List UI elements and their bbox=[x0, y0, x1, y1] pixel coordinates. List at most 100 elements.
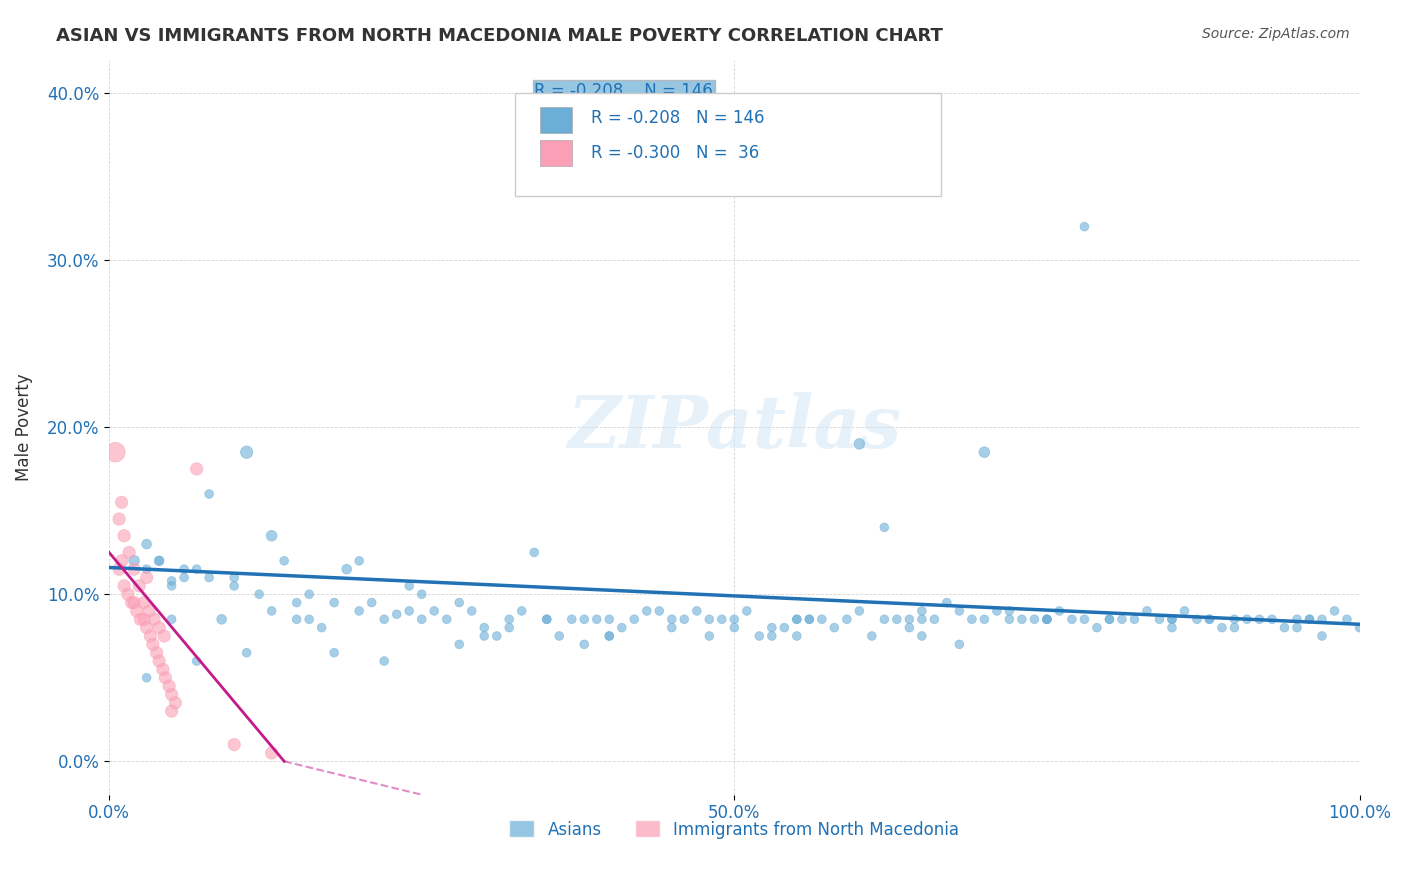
Point bbox=[1173, 604, 1195, 618]
Point bbox=[173, 562, 195, 576]
Point bbox=[198, 487, 221, 501]
Point bbox=[1123, 612, 1146, 626]
Point bbox=[623, 612, 645, 626]
Point bbox=[948, 637, 970, 651]
Point bbox=[1348, 621, 1371, 635]
Point bbox=[398, 604, 420, 618]
Point bbox=[960, 612, 983, 626]
Point bbox=[153, 629, 176, 643]
Point bbox=[148, 554, 170, 568]
Point bbox=[472, 629, 495, 643]
FancyBboxPatch shape bbox=[540, 107, 572, 133]
Text: R = -0.300   N =  36: R = -0.300 N = 36 bbox=[591, 144, 759, 162]
Text: ASIAN VS IMMIGRANTS FROM NORTH MACEDONIA MALE POVERTY CORRELATION CHART: ASIAN VS IMMIGRANTS FROM NORTH MACEDONIA… bbox=[56, 27, 943, 45]
Point bbox=[835, 612, 858, 626]
Point bbox=[1198, 612, 1220, 626]
Point bbox=[574, 637, 596, 651]
Point bbox=[135, 671, 157, 685]
Point bbox=[1323, 604, 1346, 618]
Point bbox=[385, 607, 408, 622]
Text: R = -0.208   N = 146: R = -0.208 N = 146 bbox=[591, 110, 763, 128]
Point bbox=[1285, 621, 1308, 635]
Point bbox=[285, 596, 308, 610]
Point bbox=[125, 604, 148, 618]
Point bbox=[1298, 612, 1320, 626]
Point bbox=[1098, 612, 1121, 626]
Point bbox=[235, 646, 257, 660]
FancyBboxPatch shape bbox=[516, 93, 941, 195]
Point bbox=[155, 671, 177, 685]
Point bbox=[160, 612, 183, 626]
Point bbox=[986, 604, 1008, 618]
Point bbox=[710, 612, 733, 626]
Point bbox=[811, 612, 834, 626]
Point bbox=[1223, 612, 1246, 626]
Point bbox=[449, 637, 471, 651]
Point bbox=[523, 545, 546, 559]
Point bbox=[148, 654, 170, 668]
Point bbox=[848, 437, 870, 451]
Point bbox=[898, 621, 921, 635]
Point bbox=[1336, 612, 1358, 626]
Point bbox=[134, 596, 156, 610]
Point bbox=[186, 562, 208, 576]
Point bbox=[110, 554, 132, 568]
Point bbox=[323, 646, 346, 660]
Point bbox=[773, 621, 796, 635]
Y-axis label: Male Poverty: Male Poverty bbox=[15, 374, 32, 481]
Point bbox=[298, 587, 321, 601]
Point bbox=[1060, 612, 1083, 626]
Point bbox=[911, 612, 934, 626]
Point bbox=[122, 562, 145, 576]
Point bbox=[134, 612, 156, 626]
Point bbox=[142, 637, 165, 651]
Point bbox=[273, 554, 295, 568]
Point bbox=[138, 604, 160, 618]
Point bbox=[536, 612, 558, 626]
Point bbox=[648, 604, 671, 618]
Point bbox=[1310, 612, 1333, 626]
Point bbox=[598, 612, 620, 626]
Point bbox=[157, 679, 180, 693]
Point bbox=[108, 562, 131, 576]
Point bbox=[186, 462, 208, 476]
Point bbox=[1261, 612, 1284, 626]
Point bbox=[998, 604, 1021, 618]
Point bbox=[135, 621, 157, 635]
Point bbox=[110, 495, 132, 509]
Point bbox=[1211, 621, 1233, 635]
Point bbox=[1198, 612, 1220, 626]
Point bbox=[697, 629, 720, 643]
Point bbox=[118, 545, 141, 559]
Point bbox=[948, 604, 970, 618]
Point bbox=[211, 612, 233, 626]
Point bbox=[873, 612, 896, 626]
Point bbox=[799, 612, 821, 626]
Point bbox=[398, 579, 420, 593]
Point bbox=[911, 629, 934, 643]
Point bbox=[298, 612, 321, 626]
Legend: Asians, Immigrants from North Macedonia: Asians, Immigrants from North Macedonia bbox=[502, 814, 966, 846]
Point bbox=[1036, 612, 1059, 626]
Point bbox=[1161, 612, 1184, 626]
Point bbox=[1298, 612, 1320, 626]
Point bbox=[1310, 629, 1333, 643]
Point bbox=[135, 570, 157, 584]
Point bbox=[735, 604, 758, 618]
Point bbox=[472, 621, 495, 635]
Point bbox=[697, 612, 720, 626]
Point bbox=[786, 612, 808, 626]
Point bbox=[224, 738, 246, 752]
Point bbox=[886, 612, 908, 626]
FancyBboxPatch shape bbox=[540, 140, 572, 166]
Point bbox=[1223, 621, 1246, 635]
Point bbox=[148, 554, 170, 568]
Point bbox=[799, 612, 821, 626]
Point bbox=[1185, 612, 1208, 626]
Point bbox=[1098, 612, 1121, 626]
Point bbox=[998, 612, 1021, 626]
Point bbox=[823, 621, 845, 635]
Point bbox=[761, 621, 783, 635]
Point bbox=[598, 629, 620, 643]
Point bbox=[461, 604, 484, 618]
